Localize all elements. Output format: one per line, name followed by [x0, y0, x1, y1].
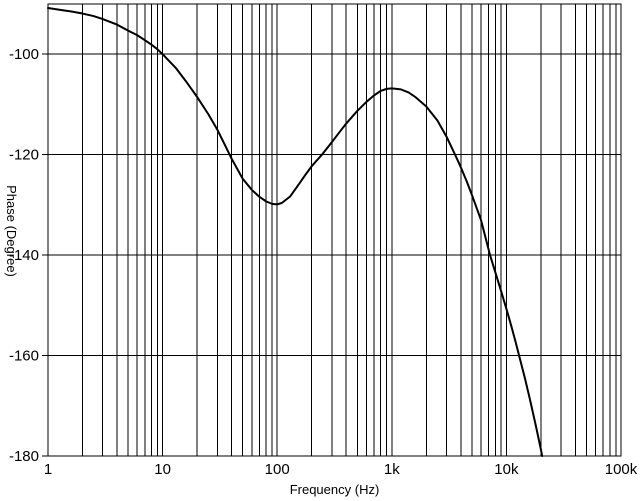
phase-curve	[47, 7, 544, 457]
x-axis-title: Frequency (Hz)	[290, 482, 380, 497]
horizontal-gridlines	[48, 53, 621, 457]
y-tick-label: -120	[9, 147, 39, 164]
plot-border	[47, 3, 622, 457]
y-tick-label: -140	[9, 247, 39, 264]
y-tick-label: -160	[9, 348, 39, 365]
y-axis-tick-labels: -100 -120 -140 -160 -180	[9, 46, 39, 465]
x-tick-label: 10	[154, 461, 171, 478]
x-tick-label: 100	[265, 461, 290, 478]
y-tick-label: -100	[9, 46, 39, 63]
x-axis-tick-labels: 1 10 100 1k 10k 100k	[44, 461, 638, 478]
vertical-gridlines	[47, 4, 622, 456]
y-axis-tick-marks	[42, 53, 48, 457]
x-tick-label: 1	[44, 461, 52, 478]
x-tick-label: 1k	[384, 461, 400, 478]
x-tick-label: 10k	[494, 461, 519, 478]
y-tick-label: -180	[9, 448, 39, 465]
x-tick-label: 100k	[605, 461, 638, 478]
y-axis-title: Phase (Degree)	[4, 185, 19, 277]
